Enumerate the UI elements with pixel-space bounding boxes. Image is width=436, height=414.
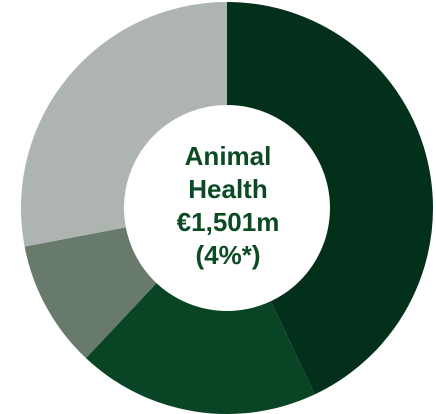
center-label-line-2: Health [188, 174, 268, 204]
donut-slice-2 [85, 208, 315, 414]
center-label-line-3: €1,501m [176, 207, 280, 237]
center-label-line-4: (4%*) [195, 240, 261, 270]
center-label: Animal Health €1,501m (4%*) [118, 140, 338, 272]
center-label-line-1: Animal [184, 141, 272, 171]
donut-hole [124, 105, 330, 311]
